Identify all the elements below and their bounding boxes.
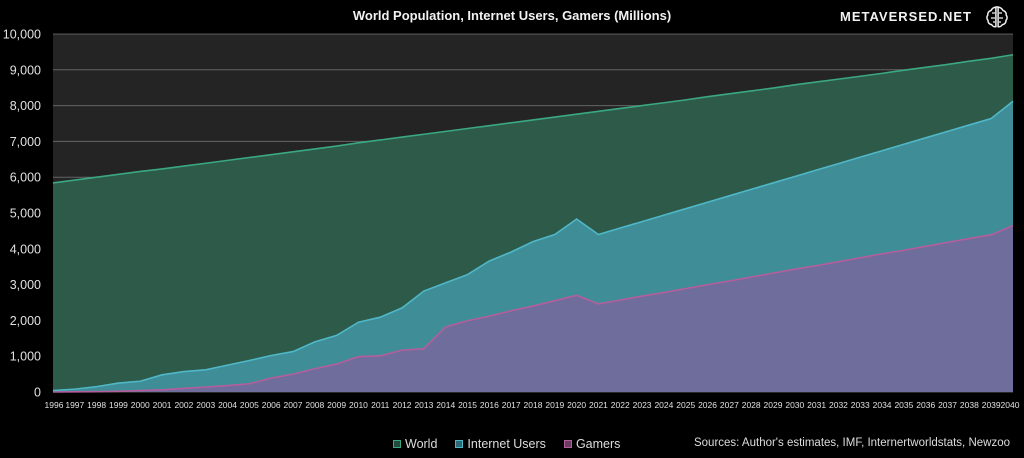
line-internet-users: [52, 100, 1014, 392]
legend-label: Internet Users: [467, 437, 546, 451]
legend-item-world: World: [393, 437, 437, 451]
x-tick-label: 2005: [240, 400, 259, 410]
x-tick-label: 2011: [371, 400, 390, 410]
x-tick-label: 2013: [414, 400, 433, 410]
x-tick-label: 2003: [196, 400, 215, 410]
y-tick-label: 2,000: [10, 314, 41, 328]
legend-swatch: [563, 440, 572, 448]
x-tick-label: 2030: [785, 400, 804, 410]
y-tick-label: 0: [34, 386, 41, 400]
x-tick-label: 2007: [284, 400, 303, 410]
x-tick-label: 2032: [829, 400, 848, 410]
x-tick-label: 2010: [349, 400, 368, 410]
x-tick-label: 2038: [960, 400, 979, 410]
y-tick-label: 5,000: [10, 207, 41, 221]
x-tick-label: 2001: [153, 400, 172, 410]
x-tick-label: 2000: [131, 400, 150, 410]
x-tick-label: 2031: [807, 400, 826, 410]
x-tick-label: 2009: [327, 400, 346, 410]
x-tick-label: 2012: [393, 400, 412, 410]
x-tick-label: 2036: [916, 400, 935, 410]
area-gamers: [53, 225, 1013, 392]
x-tick-label: 2023: [633, 400, 652, 410]
x-tick-label: 2022: [611, 400, 630, 410]
source-note: Sources: Author's estimates, IMF, Intern…: [693, 437, 1010, 449]
legend-label: World: [405, 437, 438, 451]
x-tick-label: 2004: [218, 400, 237, 410]
x-axis: 1996 1997 1998 1999 2000 2001 2002 2003 2004 2005…: [45, 400, 1020, 410]
x-tick-label: 2040: [1001, 400, 1020, 410]
x-tick-label: 1996: [45, 400, 64, 410]
series-areas: [52, 53, 1014, 393]
x-tick-label: 2018: [524, 400, 543, 410]
x-tick-label: 2026: [698, 400, 717, 410]
x-tick-label: 2028: [742, 400, 761, 410]
line-world: [52, 53, 1014, 184]
y-tick-label: 1,000: [10, 350, 41, 364]
x-tick-label: 2039: [982, 400, 1001, 410]
x-tick-label: 2021: [589, 400, 608, 410]
y-tick-label: 9,000: [10, 63, 41, 77]
chart-title: World Population, Internet Users, Gamers…: [352, 8, 672, 23]
line-gamers: [52, 224, 1014, 393]
x-tick-label: 2025: [676, 400, 695, 410]
legend-swatch: [393, 440, 401, 448]
x-tick-label: 2033: [851, 400, 870, 410]
legend-swatch: [455, 440, 464, 448]
x-tick-label: 2016: [480, 400, 499, 410]
x-tick-label: 2024: [654, 400, 673, 410]
legend-label: Gamers: [575, 437, 621, 451]
x-tick-label: 2006: [262, 400, 281, 410]
y-axis: 0 1,000 2,000 3,000 4,000 5,000 6,000 7,000 8,00…: [3, 28, 41, 400]
y-tick-label: 10,000: [3, 28, 41, 42]
brand-name: METAVERSED.NET: [840, 9, 972, 24]
y-tick-label: 8,000: [10, 99, 41, 113]
x-tick-label: 2035: [894, 400, 913, 410]
x-tick-label: 1997: [65, 400, 84, 410]
x-tick-label: 2027: [720, 400, 739, 410]
legend-item-gamers: Gamers: [563, 437, 621, 451]
x-tick-label: 2029: [764, 400, 783, 410]
x-tick-label: 2015: [458, 400, 477, 410]
x-tick-label: 2014: [436, 400, 455, 410]
legend-item-internet-users: Internet Users: [455, 437, 546, 451]
x-tick-label: 2019: [545, 400, 564, 410]
x-tick-label: 2017: [502, 400, 521, 410]
legend: World Internet Users Gamers: [393, 437, 620, 451]
x-tick-label: 2020: [567, 400, 586, 410]
x-tick-label: 2002: [174, 400, 193, 410]
brain-logo-icon: [986, 6, 1008, 28]
x-tick-label: 1998: [87, 400, 106, 410]
y-tick-label: 3,000: [10, 278, 41, 292]
x-tick-label: 2034: [873, 400, 892, 410]
y-tick-label: 7,000: [10, 135, 41, 149]
x-tick-label: 2008: [305, 400, 324, 410]
y-tick-label: 6,000: [10, 171, 41, 185]
x-tick-label: 1999: [109, 400, 128, 410]
y-tick-label: 4,000: [10, 242, 41, 256]
x-tick-label: 2037: [938, 400, 957, 410]
